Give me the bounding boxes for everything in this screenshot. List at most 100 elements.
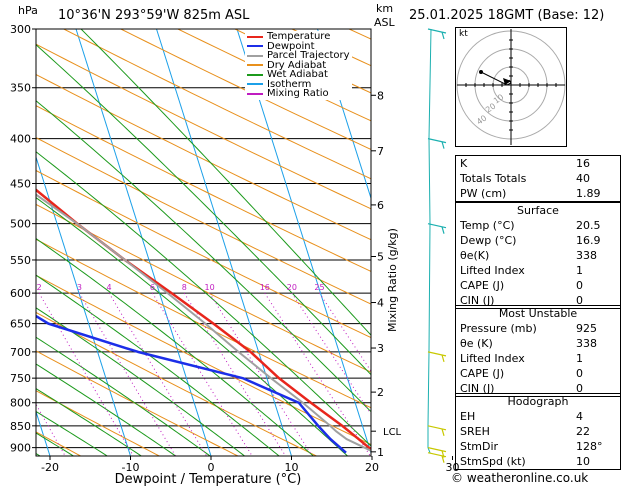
dry-adiabat-line	[0, 29, 2, 456]
pressure-tick-label: 300	[10, 23, 31, 36]
indices-table: K 16 Totals Totals 40 PW (cm) 1.89	[455, 155, 621, 202]
index-label: Totals Totals	[460, 172, 527, 185]
surface-row: CAPE (J) 0	[456, 278, 620, 293]
dry-adiabat-line	[120, 29, 371, 150]
surface-value: 16.9	[576, 234, 601, 247]
hodograph-value: 128°	[576, 440, 603, 453]
legend-swatch	[247, 64, 263, 67]
wet-adiabat-line	[36, 363, 177, 456]
surface-value: 20.5	[576, 219, 601, 232]
km-tick-label: 6	[377, 199, 384, 212]
most-unstable-value: 925	[576, 322, 597, 335]
hodograph-value: 10	[576, 455, 590, 468]
surface-row: Lifted Index 1	[456, 263, 620, 278]
dewpoint-line	[36, 314, 347, 454]
legend-label: Parcel Trajectory	[267, 50, 350, 61]
surface-label: Temp (°C)	[460, 219, 515, 232]
pressure-tick-label: 350	[10, 82, 31, 95]
km-tick-label: 5	[377, 250, 384, 263]
wet-adiabat-line	[36, 151, 371, 447]
lcl-label: LCL	[383, 427, 402, 438]
location-title: 10°36'N 293°59'W 825m ASL	[58, 8, 250, 23]
most-unstable-row: Pressure (mb) 925	[456, 321, 620, 336]
wet-adiabat-line	[36, 44, 371, 376]
isotherm-line	[317, 29, 371, 200]
mixing-ratio-axis-label: Mixing Ratio (g/kg)	[386, 228, 399, 332]
legend-label: Temperature	[267, 31, 331, 42]
dry-adiabat-line	[36, 311, 317, 456]
km-tick-label: 1	[377, 446, 384, 459]
hodograph-row: StmDir 128°	[456, 439, 620, 454]
km-tick-label: 2	[377, 386, 384, 399]
wet-adiabat-line	[0, 29, 11, 458]
wet-adiabat-line	[36, 100, 371, 413]
mixing-ratio-line	[151, 292, 253, 456]
most-unstable-title: Most Unstable	[498, 307, 578, 320]
temp-tick-label: -20	[41, 461, 59, 474]
surface-row: CIN (J) 0	[456, 293, 620, 308]
most-unstable-row: CAPE (J) 0	[456, 366, 620, 381]
km-tick-label: 8	[377, 89, 384, 102]
dry-adiabat-line	[36, 203, 371, 373]
wind-barb	[427, 425, 447, 437]
asl-label: ASL	[374, 16, 395, 29]
pressure-tick-label: 900	[10, 442, 31, 455]
km-tick-label: 4	[377, 297, 384, 310]
wet-adiabat-line	[36, 336, 211, 456]
hodograph-label: SREH	[460, 425, 490, 438]
legend-label: Mixing Ratio	[267, 88, 329, 99]
surface-row: Dewp (°C) 16.9	[456, 233, 620, 248]
legend-swatch	[247, 35, 263, 38]
index-label: K	[460, 157, 468, 170]
dry-adiabat-line	[36, 169, 371, 339]
temp-tick-label: -10	[122, 461, 140, 474]
mixing-ratio-label: 25	[314, 283, 324, 292]
most-unstable-label: CIN (J)	[460, 382, 495, 395]
legend-item: Temperature	[247, 32, 350, 42]
most-unstable-value: 0	[576, 382, 583, 395]
footer-credit: © weatheronline.co.uk	[451, 471, 589, 485]
hpa-label: hPa	[18, 4, 38, 17]
surface-label: θe(K)	[460, 249, 490, 262]
chart-legend: Temperature Dewpoint Parcel Trajectory Dry …	[245, 31, 352, 100]
pressure-tick-label: 450	[10, 178, 31, 191]
parcel-trajectory-line	[36, 193, 371, 452]
mixing-ratio-line	[36, 403, 66, 456]
hodograph-title: Hodograph	[507, 395, 569, 408]
hodograph-point	[479, 70, 483, 74]
most-unstable-label: θe (K)	[460, 337, 493, 350]
legend-label: Dewpoint	[267, 40, 315, 52]
index-row: Totals Totals 40	[456, 171, 620, 186]
pressure-tick-label: 800	[10, 397, 31, 410]
hodograph-value: 4	[576, 410, 583, 423]
hodograph-label: StmDir	[460, 440, 499, 453]
pressure-tick-label: 850	[10, 420, 31, 433]
most-unstable-label: Pressure (mb)	[460, 322, 537, 335]
mixing-ratio-label: 4	[107, 283, 112, 292]
x-axis-label: Dewpoint / Temperature (°C)	[115, 472, 302, 486]
pressure-tick-label: 700	[10, 346, 31, 359]
hodograph-row: StmSpd (kt) 10	[456, 454, 620, 469]
dry-adiabat-line	[36, 238, 371, 409]
legend-item: Dry Adiabat	[247, 59, 350, 71]
surface-row: θe(K) 338	[456, 248, 620, 263]
dry-adiabat-line	[36, 390, 160, 456]
legend-swatch	[247, 54, 263, 57]
hodograph-label: EH	[460, 410, 476, 423]
km-tick-label: 7	[377, 145, 384, 158]
hodograph-value: 22	[576, 425, 590, 438]
surface-title: Surface	[517, 204, 559, 217]
mixing-ratio-label: 6	[150, 283, 155, 292]
wet-adiabat-line	[36, 197, 349, 456]
hodograph-label: StmSpd (kt)	[460, 455, 526, 468]
mixing-ratio-line	[79, 292, 177, 456]
km-tick-label: 3	[377, 342, 384, 355]
temp-tick-label: 30	[446, 461, 460, 474]
legend-label: Dry Adiabat	[267, 59, 327, 71]
temp-tick-label: 0	[208, 461, 215, 474]
mixing-ratio-label: 8	[182, 283, 187, 292]
surface-label: CIN (J)	[460, 294, 495, 307]
mixing-ratio-label: 16	[260, 283, 270, 292]
legend-item: Wet Adiabat	[247, 70, 350, 80]
